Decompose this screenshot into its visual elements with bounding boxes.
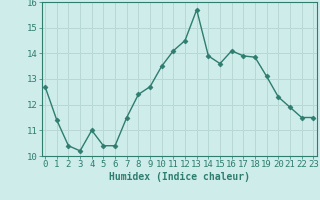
X-axis label: Humidex (Indice chaleur): Humidex (Indice chaleur) (109, 172, 250, 182)
